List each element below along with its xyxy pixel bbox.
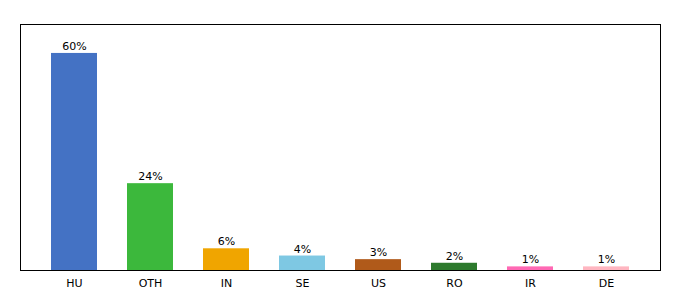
- svg-text:IR: IR: [525, 277, 536, 290]
- svg-text:1%: 1%: [598, 253, 615, 266]
- svg-text:1%: 1%: [522, 253, 539, 266]
- svg-text:IN: IN: [221, 277, 232, 290]
- svg-text:SE: SE: [296, 277, 310, 290]
- svg-text:60%: 60%: [62, 40, 86, 53]
- svg-text:RO: RO: [446, 277, 463, 290]
- svg-text:3%: 3%: [370, 246, 387, 259]
- svg-text:2%: 2%: [446, 250, 463, 263]
- svg-text:4%: 4%: [294, 243, 311, 256]
- svg-text:24%: 24%: [138, 170, 162, 183]
- svg-text:HU: HU: [66, 277, 82, 290]
- svg-text:US: US: [371, 277, 386, 290]
- svg-text:OTH: OTH: [139, 277, 163, 290]
- svg-text:DE: DE: [599, 277, 614, 290]
- svg-text:6%: 6%: [218, 235, 235, 248]
